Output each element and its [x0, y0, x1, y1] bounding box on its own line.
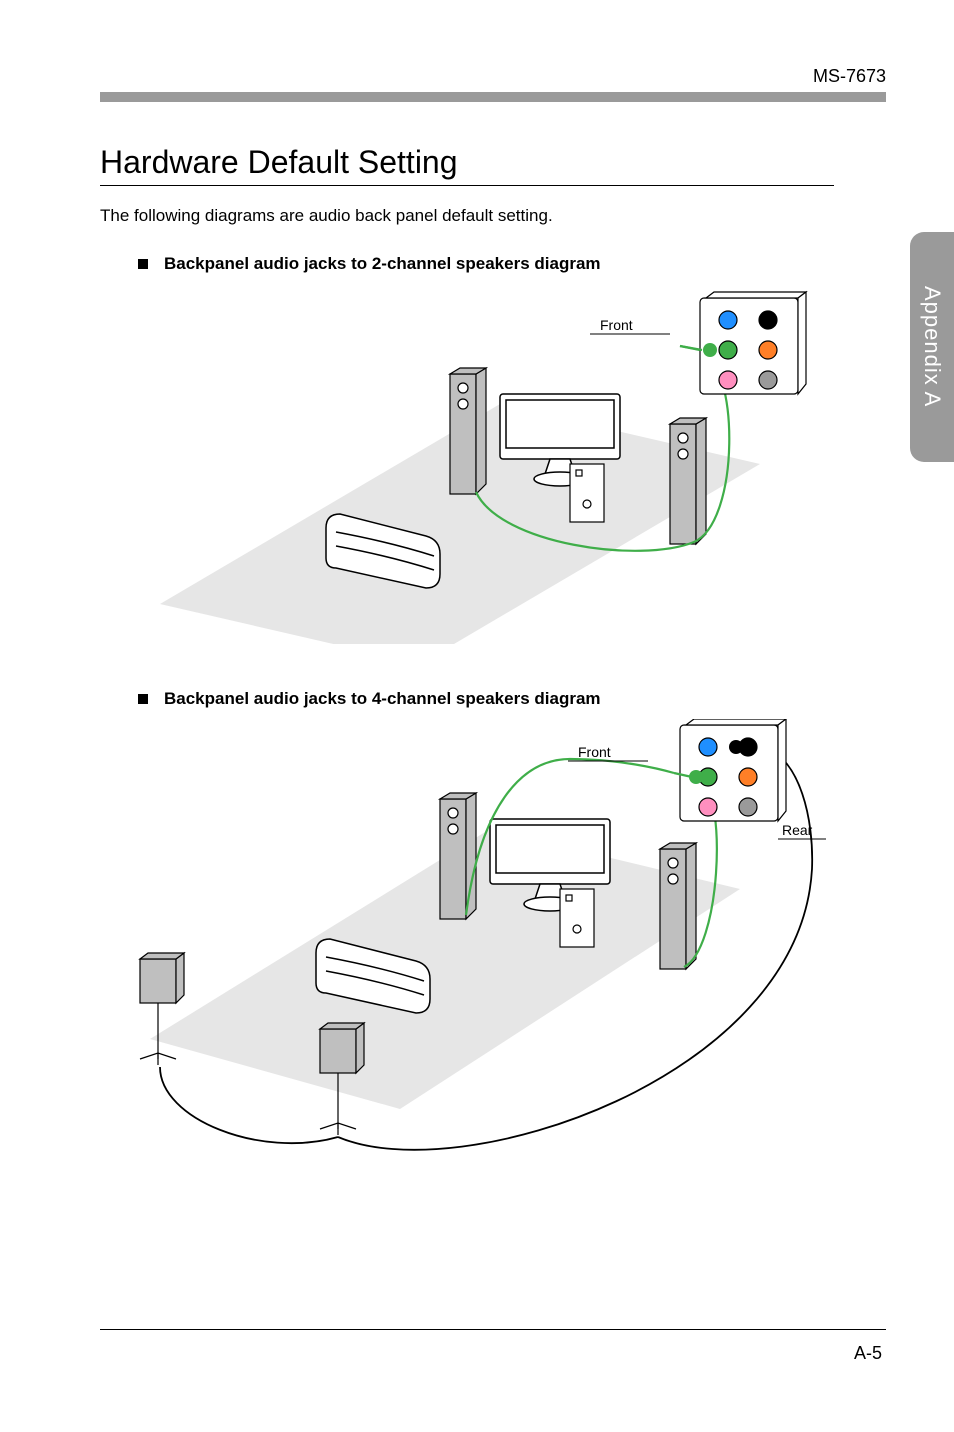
bullet-text-2: Backpanel audio jacks to 4-channel speak… [164, 689, 601, 709]
front-label: Front [578, 744, 611, 760]
bullet-text-1: Backpanel audio jacks to 2-channel speak… [164, 254, 601, 274]
side-tab: Appendix A [910, 232, 954, 462]
front-speaker-left-icon [450, 368, 486, 494]
footer-rule [100, 1329, 886, 1331]
rear-label: Rear [782, 822, 813, 838]
front-speaker-right-icon [670, 418, 706, 544]
footer-page-number: A-5 [854, 1343, 882, 1364]
diagram-4ch-svg: Front Rear [100, 719, 830, 1199]
diagram-2ch: Front [100, 284, 830, 649]
bullet-row-2: Backpanel audio jacks to 4-channel speak… [100, 689, 834, 709]
audio-panel-icon [680, 719, 786, 821]
side-tab-label: Appendix A [919, 286, 945, 407]
header-model: MS-7673 [813, 66, 886, 87]
rear-speaker-left-icon [140, 953, 184, 1065]
pc-tower-icon [570, 464, 604, 522]
section-title: Hardware Default Setting [100, 144, 834, 186]
content-area: Hardware Default Setting The following d… [100, 144, 834, 1244]
front-plug-icon [680, 343, 717, 357]
audio-panel-icon [700, 292, 806, 394]
front-label: Front [600, 317, 633, 333]
bullet-row-1: Backpanel audio jacks to 2-channel speak… [100, 254, 834, 274]
front-speaker-left-icon [440, 793, 476, 919]
pc-tower-icon [560, 889, 594, 947]
diagram-2ch-svg: Front [100, 284, 830, 644]
rear-plug-icon [729, 740, 743, 754]
front-speaker-right-icon [660, 843, 696, 969]
section-intro: The following diagrams are audio back pa… [100, 206, 834, 226]
square-bullet-icon [138, 259, 148, 269]
square-bullet-icon [138, 694, 148, 704]
diagram-4ch: Front Rear [100, 719, 830, 1204]
header-rule [100, 92, 886, 102]
